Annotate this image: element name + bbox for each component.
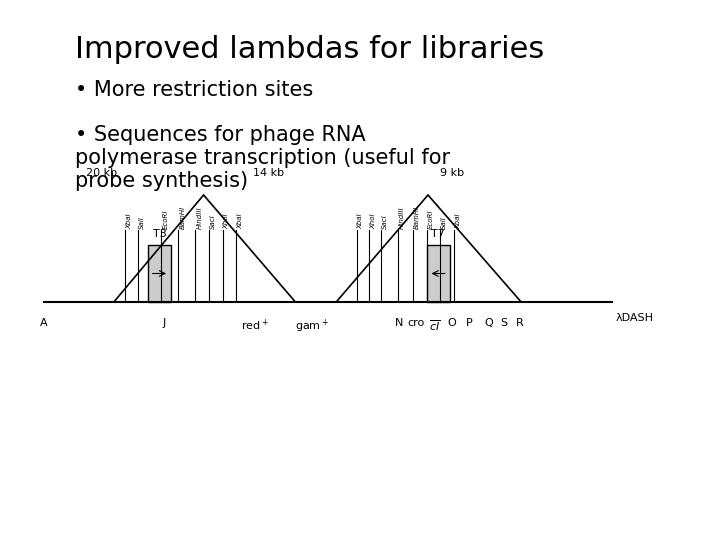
Text: 14 kb: 14 kb	[253, 168, 284, 178]
Text: gam$^+$: gam$^+$	[295, 318, 329, 335]
Text: SacI: SacI	[210, 214, 216, 229]
Text: $\overline{cI}$: $\overline{cI}$	[429, 318, 441, 333]
Text: Improved lambdas for libraries: Improved lambdas for libraries	[75, 35, 544, 64]
Text: HindIII: HindIII	[399, 206, 405, 229]
Text: S: S	[500, 318, 508, 328]
Text: EcoRI: EcoRI	[428, 210, 433, 229]
Text: O: O	[447, 318, 456, 328]
Text: BamHI: BamHI	[179, 206, 186, 229]
Text: XbaI: XbaI	[127, 213, 132, 229]
Text: T3: T3	[153, 229, 166, 239]
Text: 9 kb: 9 kb	[440, 168, 464, 178]
Text: XbaI: XbaI	[238, 213, 243, 229]
Text: HindIII: HindIII	[197, 206, 202, 229]
Text: • Sequences for phage RNA
polymerase transcription (useful for
probe synthesis): • Sequences for phage RNA polymerase tra…	[75, 125, 450, 191]
Text: R: R	[516, 318, 523, 328]
Text: SalI: SalI	[441, 216, 447, 229]
Text: 20 kb: 20 kb	[86, 168, 117, 178]
Text: EcoRI: EcoRI	[163, 210, 168, 229]
Text: • More restriction sites: • More restriction sites	[75, 80, 313, 100]
Text: P: P	[465, 318, 472, 328]
Text: Q: Q	[485, 318, 494, 328]
Text: T7: T7	[431, 229, 445, 239]
Text: λDASH: λDASH	[616, 313, 654, 323]
Text: red$^+$: red$^+$	[240, 318, 269, 333]
Text: XhoI: XhoI	[370, 213, 376, 229]
Text: cro: cro	[407, 318, 424, 328]
Text: SalI: SalI	[139, 216, 145, 229]
Text: XbaI: XbaI	[455, 213, 461, 229]
Text: XbaI: XbaI	[358, 213, 364, 229]
Text: A: A	[40, 318, 48, 328]
Text: N: N	[395, 318, 404, 328]
Text: BamHI: BamHI	[414, 206, 420, 229]
Text: SacI: SacI	[382, 214, 388, 229]
Bar	[427, 245, 450, 302]
Bar	[148, 245, 171, 302]
Text: J: J	[163, 318, 166, 328]
Text: XhoI: XhoI	[224, 213, 230, 229]
